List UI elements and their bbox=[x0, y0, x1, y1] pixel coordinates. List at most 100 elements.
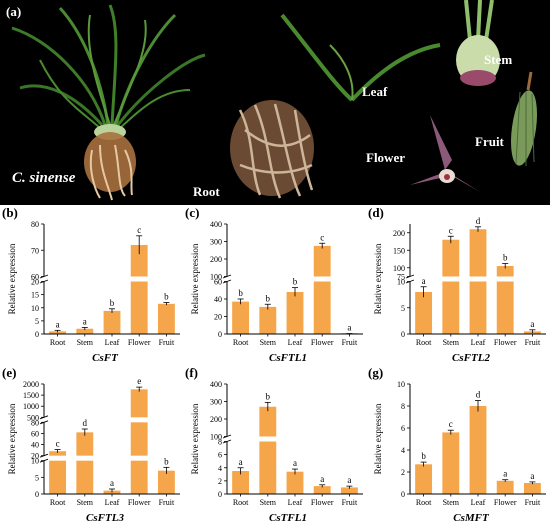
x-tick-label: Fruit bbox=[525, 338, 541, 347]
x-tick-label: Flower bbox=[494, 498, 517, 507]
x-tick-label: Root bbox=[50, 338, 66, 347]
root-illustration bbox=[230, 100, 314, 199]
y-tick-label: 6 bbox=[401, 424, 405, 433]
axis-break-mark bbox=[222, 439, 232, 444]
axis-break-mark bbox=[39, 415, 49, 420]
axis-break-mark bbox=[222, 279, 232, 284]
y-tick-label: 0 bbox=[218, 490, 222, 499]
y-tick-label: 1000 bbox=[23, 402, 39, 411]
bar-flower bbox=[313, 486, 331, 494]
axis-break-gap bbox=[411, 276, 546, 282]
axis-break-mark bbox=[39, 453, 49, 458]
bar-chart-g: b c d a a 0 2 4 6 8 10 Root Stem Leaf Flower Fruit Relat… bbox=[373, 380, 546, 507]
y-tick-label: 2 bbox=[218, 477, 222, 486]
significance-letter: b bbox=[421, 451, 426, 461]
bar-flower bbox=[130, 389, 148, 494]
bar-stem bbox=[259, 406, 277, 494]
y-tick-label: 6 bbox=[218, 451, 222, 460]
bar-fruit bbox=[157, 470, 175, 494]
y-tick-label: 300 bbox=[210, 238, 222, 247]
y-axis-label: Relative expression bbox=[373, 403, 383, 474]
chart-panel-d: (d) a c d b a 0 5 10 75 100 150 200 Root Stem Leaf Flow… bbox=[368, 205, 550, 364]
chart-title-e: CsFTL3 bbox=[86, 512, 124, 524]
bar-root bbox=[49, 331, 67, 334]
chart-panel-c: (c) b b b c a 0 20 40 60 100 200 300 400 Root Stem Leaf… bbox=[185, 205, 368, 364]
significance-letter: a bbox=[347, 475, 351, 485]
significance-letter: b bbox=[266, 293, 271, 303]
y-tick-label: 200 bbox=[210, 255, 222, 264]
y-tick-label: 0 bbox=[401, 490, 405, 499]
y-tick-label: 60 bbox=[31, 429, 39, 438]
significance-letter: d bbox=[83, 418, 88, 428]
bar-fruit bbox=[523, 483, 541, 494]
significance-letter: a bbox=[530, 319, 534, 329]
x-tick-label: Fruit bbox=[342, 338, 358, 347]
y-tick-label: 8 bbox=[401, 402, 405, 411]
y-tick-label: 400 bbox=[210, 380, 222, 389]
y-axis-label: Relative expression bbox=[7, 403, 17, 474]
bar-fruit bbox=[157, 303, 175, 334]
significance-letter: a bbox=[503, 469, 507, 479]
y-tick-label: 20 bbox=[214, 313, 222, 322]
y-tick-label: 8 bbox=[218, 438, 222, 447]
y-tick-label: 4 bbox=[218, 464, 222, 473]
y-tick-label: 200 bbox=[393, 229, 405, 238]
axis-break-gap bbox=[45, 276, 180, 282]
significance-letter: d bbox=[476, 390, 481, 400]
significance-letter: b bbox=[164, 292, 169, 302]
significance-letter: a bbox=[83, 316, 87, 326]
y-tick-label: 15 bbox=[31, 291, 39, 300]
y-tick-label: 1500 bbox=[23, 391, 39, 400]
y-tick-label: 60 bbox=[31, 273, 39, 282]
x-tick-label: Flower bbox=[494, 338, 517, 347]
significance-letter: c bbox=[449, 419, 453, 429]
y-tick-label: 80 bbox=[31, 418, 39, 427]
y-tick-label: 0 bbox=[401, 330, 405, 339]
bar-flower bbox=[130, 245, 148, 334]
axis-break-mark bbox=[405, 274, 415, 279]
y-tick-label: 5 bbox=[35, 317, 39, 326]
x-tick-label: Root bbox=[233, 498, 249, 507]
x-tick-label: Flower bbox=[128, 498, 151, 507]
y-axis-label: Relative expression bbox=[190, 403, 200, 474]
significance-letter: b bbox=[293, 277, 298, 287]
axis-break-mark bbox=[39, 274, 49, 279]
x-tick-label: Leaf bbox=[288, 338, 303, 347]
fruit-illustration bbox=[510, 71, 538, 166]
chart-title-g: CsMFT bbox=[453, 512, 489, 524]
axis-break-mark bbox=[222, 274, 232, 279]
bar-stem bbox=[259, 306, 277, 334]
x-tick-label: Stem bbox=[260, 338, 277, 347]
chart-panel-f: (f) a b a a a 0 2 4 6 8 100 200 300 400 Root Stem Leaf Fl… bbox=[185, 365, 368, 524]
axis-break-gap bbox=[45, 455, 180, 461]
photo-panel: (a) C. sinense Root Leaf Stem Flower Fru… bbox=[0, 0, 550, 205]
bar-flower bbox=[496, 266, 514, 334]
x-tick-label: Stem bbox=[77, 498, 94, 507]
y-tick-label: 2000 bbox=[23, 380, 39, 389]
x-tick-label: Flower bbox=[128, 338, 151, 347]
whole-plant-illustration bbox=[11, 4, 206, 201]
y-tick-label: 4 bbox=[401, 446, 405, 455]
chart-panel-e: (e) c d a e b 0 5 10 20 40 60 80 500 1000 1500 2000 Root… bbox=[2, 365, 185, 524]
significance-letter: b bbox=[266, 391, 271, 401]
panel-letter-g: (g) bbox=[368, 365, 384, 380]
y-tick-label: 500 bbox=[27, 413, 39, 422]
bar-stem bbox=[76, 432, 94, 494]
bar-leaf bbox=[469, 229, 487, 334]
x-tick-label: Leaf bbox=[471, 498, 486, 507]
x-tick-label: Root bbox=[416, 338, 432, 347]
x-tick-label: Leaf bbox=[105, 498, 120, 507]
x-tick-label: Stem bbox=[77, 338, 94, 347]
y-tick-label: 100 bbox=[210, 273, 222, 282]
stem-photo-label: Stem bbox=[484, 52, 513, 67]
x-tick-label: Root bbox=[50, 498, 66, 507]
y-tick-label: 20 bbox=[31, 452, 39, 461]
x-tick-label: Flower bbox=[311, 498, 334, 507]
y-tick-label: 5 bbox=[35, 473, 39, 482]
y-tick-label: 10 bbox=[31, 457, 39, 466]
y-tick-label: 2 bbox=[401, 468, 405, 477]
significance-letter: a bbox=[530, 471, 534, 481]
